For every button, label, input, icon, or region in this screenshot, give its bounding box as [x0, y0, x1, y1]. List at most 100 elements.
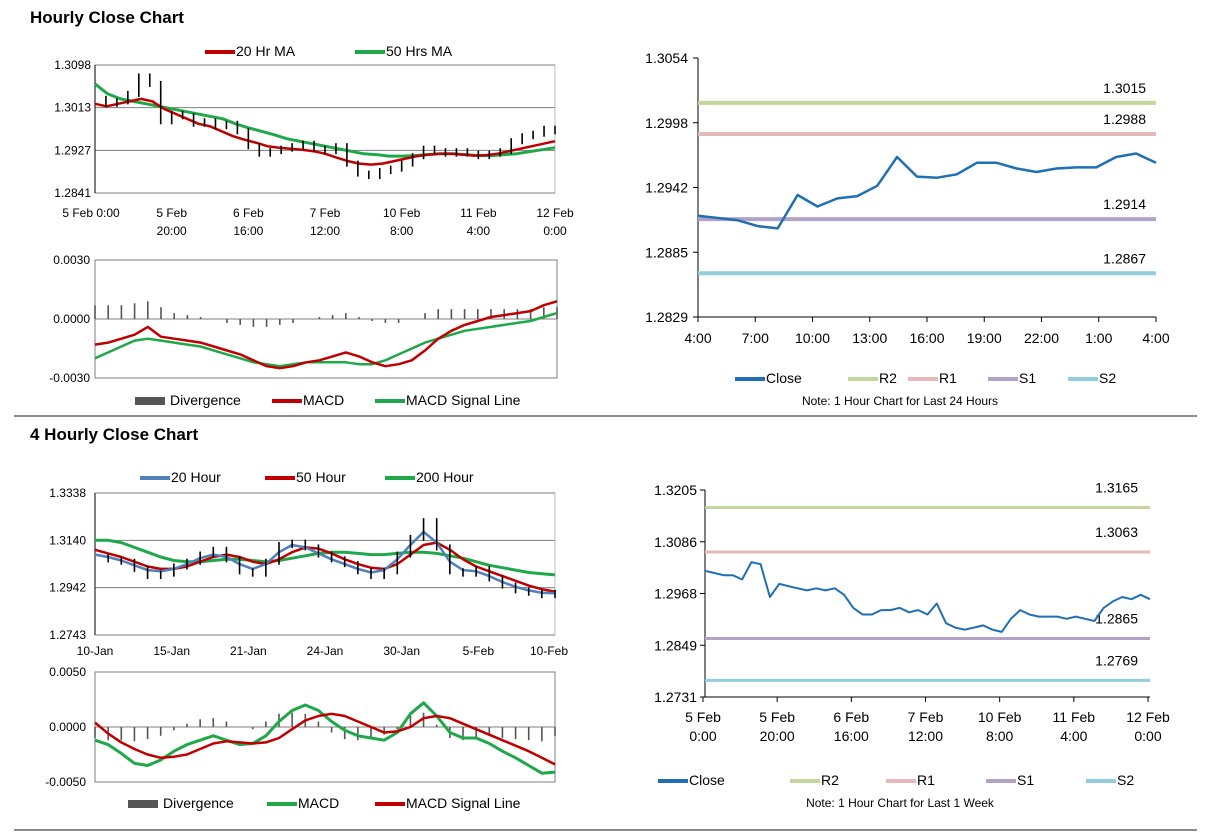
hourly-plot-frame: [94, 64, 556, 194]
week-xtick-sub-4: 8:00: [986, 728, 1013, 744]
week-xtick-1: 5 Feb: [759, 709, 795, 725]
week-legend-close-label: Close: [689, 772, 725, 788]
hourly-ytick-3: 1.2841: [54, 186, 91, 200]
four-xtick-1: 15-Jan: [153, 644, 190, 658]
four-ytick-3: 1.2743: [49, 628, 86, 642]
week-xtick-2: 6 Feb: [833, 709, 869, 725]
h24-xtick-3: 13:00: [852, 330, 887, 346]
hourly-macd-ytick-2: -0.0030: [49, 371, 90, 385]
four-h50-line: [94, 541, 556, 593]
h24-legend-s2-label: S2: [1099, 370, 1116, 386]
week-close-line: [704, 561, 1151, 633]
hourly-xtick-2: 6 Feb: [233, 206, 264, 220]
h24-xtick-2: 10:00: [795, 330, 830, 346]
four-legend-h200-label: 200 Hour: [416, 469, 474, 485]
hourly-macd-ytick-0: 0.0030: [53, 253, 90, 267]
week-level-r1-label: 1.3063: [1095, 524, 1138, 540]
h24-level-r1-label: 1.2988: [1103, 111, 1146, 127]
week-ytick-4: 1.2731: [654, 689, 697, 705]
hourly-legend-divergence-label: Divergence: [170, 392, 241, 408]
four-xtick-2: 21-Jan: [230, 644, 267, 658]
week-xtick-3: 7 Feb: [908, 709, 944, 725]
hourly-ytick-0: 1.3098: [54, 58, 91, 72]
four-legend-divergence-label: Divergence: [163, 795, 234, 811]
week-xtick-sub-0: 0:00: [689, 728, 716, 744]
four-h20-line: [94, 530, 556, 595]
four-legend-macd-label: MACD: [298, 795, 339, 811]
four-h200-line: [95, 538, 556, 577]
week-xtick-5: 11 Feb: [1053, 709, 1096, 725]
four-macd-ytick-2: -0.0050: [45, 775, 86, 789]
h24-xtick-0: 4:00: [684, 330, 711, 346]
four-macd-ytick-1: 0.0000: [49, 720, 86, 734]
hourly-xtick-sub-2: 16:00: [233, 224, 263, 238]
h24-ytick-3: 1.2885: [645, 244, 688, 260]
hourly-xtick-sub-1: 20:00: [157, 224, 187, 238]
week-level-r2-label: 1.3165: [1095, 479, 1138, 495]
h24-ytick-2: 1.2942: [645, 180, 688, 196]
week-note: Note: 1 Hour Chart for Last 1 Week: [806, 796, 995, 810]
hourly-legend-ma50-label: 50 Hrs MA: [386, 43, 453, 59]
four-macd-signal-line: [94, 712, 556, 766]
hourly-macd-line: [94, 300, 558, 370]
week-ytick-2: 1.2968: [654, 586, 697, 602]
week-xtick-sub-6: 0:00: [1134, 728, 1161, 744]
four-legend-h50-label: 50 Hour: [296, 469, 346, 485]
week-ytick-1: 1.3086: [654, 534, 697, 550]
hourly-macd-signal-line: [94, 311, 558, 368]
four-legend-h20-label: 20 Hour: [171, 469, 221, 485]
hourly-xtick-3: 7 Feb: [310, 206, 341, 220]
hourly-legend-macd-label: MACD: [303, 392, 344, 408]
h24-level-s1-label: 1.2914: [1103, 196, 1146, 212]
h24-legend-s1-label: S1: [1019, 370, 1036, 386]
h24-ytick-1: 1.2998: [645, 115, 688, 131]
hourly-ytick-2: 1.2927: [54, 143, 91, 157]
week-legend-r2-label: R2: [821, 772, 839, 788]
week-legend-s2-label: S2: [1117, 772, 1134, 788]
h24-xtick-1: 7:00: [742, 330, 769, 346]
hourly-xtick-5: 11 Feb: [460, 206, 497, 220]
hourly-section-title: Hourly Close Chart: [30, 8, 184, 27]
four-ytick-1: 1.3140: [49, 533, 86, 547]
h24-ytick-0: 1.3054: [645, 50, 688, 66]
four-macd-line: [94, 701, 556, 775]
four-xtick-5: 5-Feb: [463, 644, 495, 658]
h24-xtick-5: 19:00: [967, 330, 1002, 346]
hourly-legend-signal-label: MACD Signal Line: [406, 392, 521, 408]
week-xtick-4: 10 Feb: [978, 709, 1022, 725]
week-legend-r1-label: R1: [917, 772, 935, 788]
week-legend-s1-label: S1: [1017, 772, 1034, 788]
week-ytick-0: 1.3205: [654, 482, 697, 498]
week-ytick-3: 1.2849: [654, 637, 697, 653]
hourly-xtick-1: 5 Feb: [156, 206, 187, 220]
hourly-ytick-1: 1.3013: [54, 101, 91, 115]
bottom-divider: [14, 829, 1197, 831]
week-level-s1-label: 1.2865: [1095, 610, 1138, 626]
h24-level-s2-label: 1.2867: [1103, 250, 1146, 266]
hourly-xtick-sub-5: 4:00: [467, 224, 491, 238]
week-xtick-sub-5: 4:00: [1060, 728, 1087, 744]
h24-xtick-7: 1:00: [1085, 330, 1112, 346]
four-xtick-3: 24-Jan: [307, 644, 344, 658]
hourly-ma50-line: [94, 82, 556, 158]
four-ytick-2: 1.2942: [49, 581, 86, 595]
hourly-xtick-6: 12 Feb: [536, 206, 574, 220]
hourly-macd-ytick-1: 0.0000: [53, 312, 90, 326]
four-xtick-6: 10-Feb: [530, 644, 568, 658]
h24-legend-close-label: Close: [766, 370, 802, 386]
h24-xtick-4: 16:00: [909, 330, 944, 346]
hourly-legend-divergence-swatch: [135, 397, 165, 405]
week-xtick-sub-2: 16:00: [834, 728, 869, 744]
h24-level-r2-label: 1.3015: [1103, 80, 1146, 96]
hourly-xtick-0: 5 Feb 0:00: [62, 206, 120, 220]
hourly-xtick-sub-3: 12:00: [310, 224, 340, 238]
hourly-xtick-sub-6: 0:00: [543, 224, 567, 238]
week-xtick-sub-1: 20:00: [760, 728, 795, 744]
h24-note: Note: 1 Hour Chart for Last 24 Hours: [802, 394, 998, 408]
hourly-xtick-sub-4: 8:00: [390, 224, 414, 238]
section-divider: [14, 415, 1197, 417]
week-xtick-sub-3: 12:00: [908, 728, 943, 744]
four-hourly-section-title: 4 Hourly Close Chart: [30, 425, 199, 444]
four-legend-signal-label: MACD Signal Line: [406, 795, 521, 811]
